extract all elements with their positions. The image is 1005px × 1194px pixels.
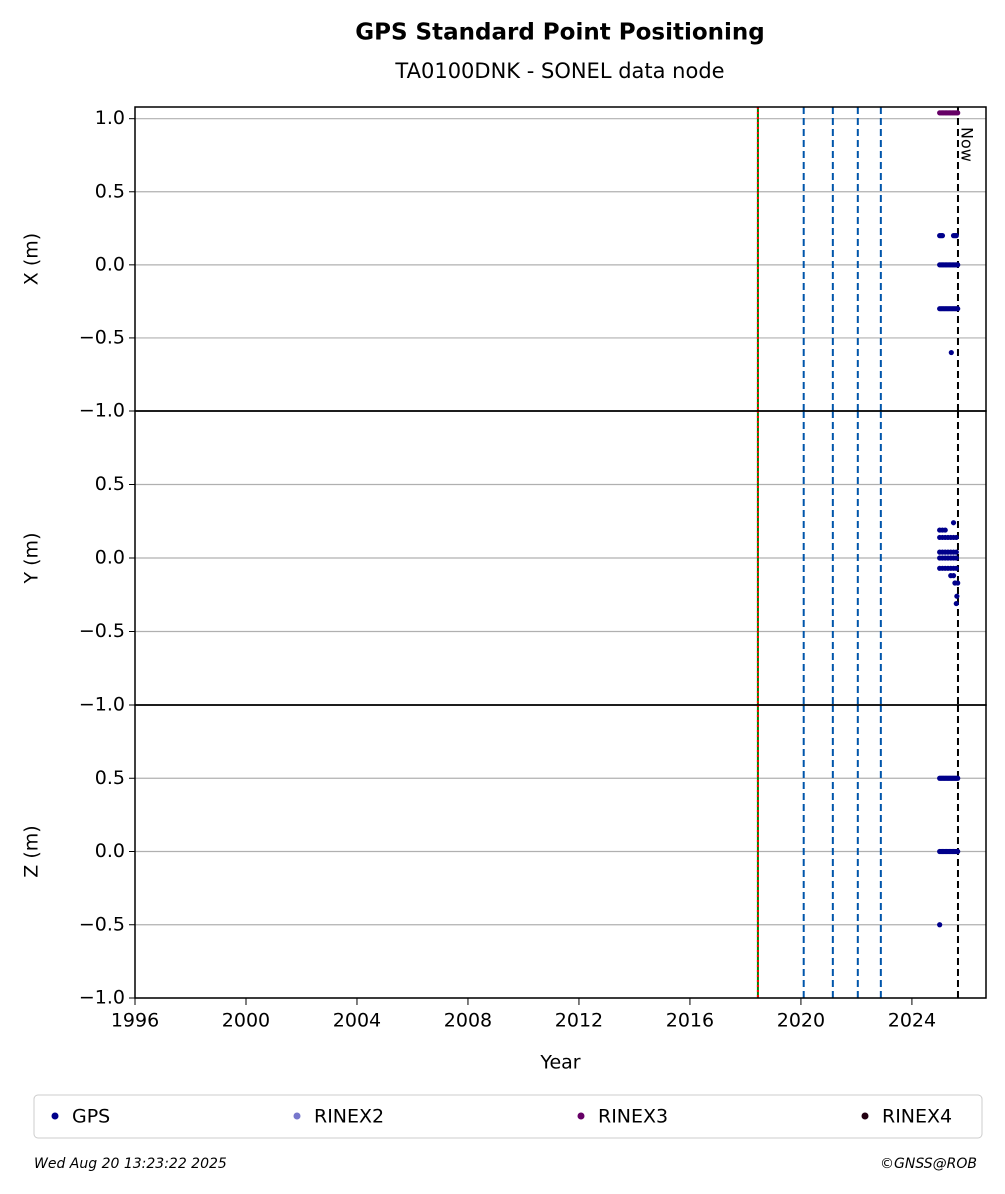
data-point [955,262,961,268]
credit: ©GNSS@ROB [880,1156,977,1172]
data-point [950,573,957,579]
data-point [950,520,957,526]
x-tick-label: 2020 [777,1010,825,1032]
title: GPS Standard Point Positioning [355,20,765,46]
legend-marker [861,1112,869,1120]
x-tick-label: 2004 [333,1010,381,1032]
legend-label: RINEX4 [882,1106,952,1128]
subtitle: TA0100DNK - SONEL data node [394,59,724,83]
y-tick-label: 0.5 [95,180,125,202]
legend-label: RINEX2 [314,1106,384,1128]
y-axis-label: X (m) [21,233,43,285]
legend-marker [577,1112,585,1120]
y-tick-label: 1.0 [95,107,125,129]
timestamp: Wed Aug 20 13:23:22 2025 [34,1156,227,1172]
legend-marker [51,1112,59,1120]
y-tick-label: 0.5 [95,473,125,495]
y-tick-label: 0.0 [95,253,125,275]
event-label: Now [957,127,976,162]
data-point [955,580,961,586]
y-tick-label: −0.5 [79,913,125,935]
x-tick-label: 2024 [888,1010,936,1032]
y-tick-label: −1.0 [79,400,125,422]
y-axis-label: Y (m) [21,533,43,585]
data-point [953,600,959,607]
x-tick-label: 2008 [444,1010,492,1032]
y-tick-label: 0.5 [95,767,125,789]
data-point [954,593,960,599]
y-tick-label: −0.5 [79,326,125,348]
data-point [953,233,959,239]
legend-label: GPS [72,1106,110,1128]
legend-box [33,1094,983,1139]
data-point [955,306,961,312]
data-point [948,349,954,356]
legend-marker [293,1112,301,1120]
x-axis-label: Year [539,1052,580,1074]
data-point [939,233,946,239]
legend-label: RINEX3 [598,1106,668,1128]
data-point [953,534,959,541]
data-point [955,775,961,781]
data-point [955,110,961,116]
y-tick-label: 0.0 [95,840,125,862]
y-tick-label: −1.0 [79,694,125,716]
data-point [953,549,959,555]
x-tick-label: 2012 [555,1010,603,1032]
data-point [937,922,943,928]
data-point [953,555,959,561]
data-point [955,848,961,855]
x-tick-label: 2000 [222,1010,270,1032]
y-axis-label: Z (m) [21,825,43,877]
y-tick-label: −0.5 [79,620,125,642]
plot-frame [134,704,987,999]
x-tick-label: 1996 [111,1010,159,1032]
data-point [953,565,959,571]
y-tick-label: 0.0 [95,547,125,569]
data-point [942,527,948,533]
x-tick-label: 2016 [666,1010,714,1032]
y-tick-label: −1.0 [79,987,125,1009]
